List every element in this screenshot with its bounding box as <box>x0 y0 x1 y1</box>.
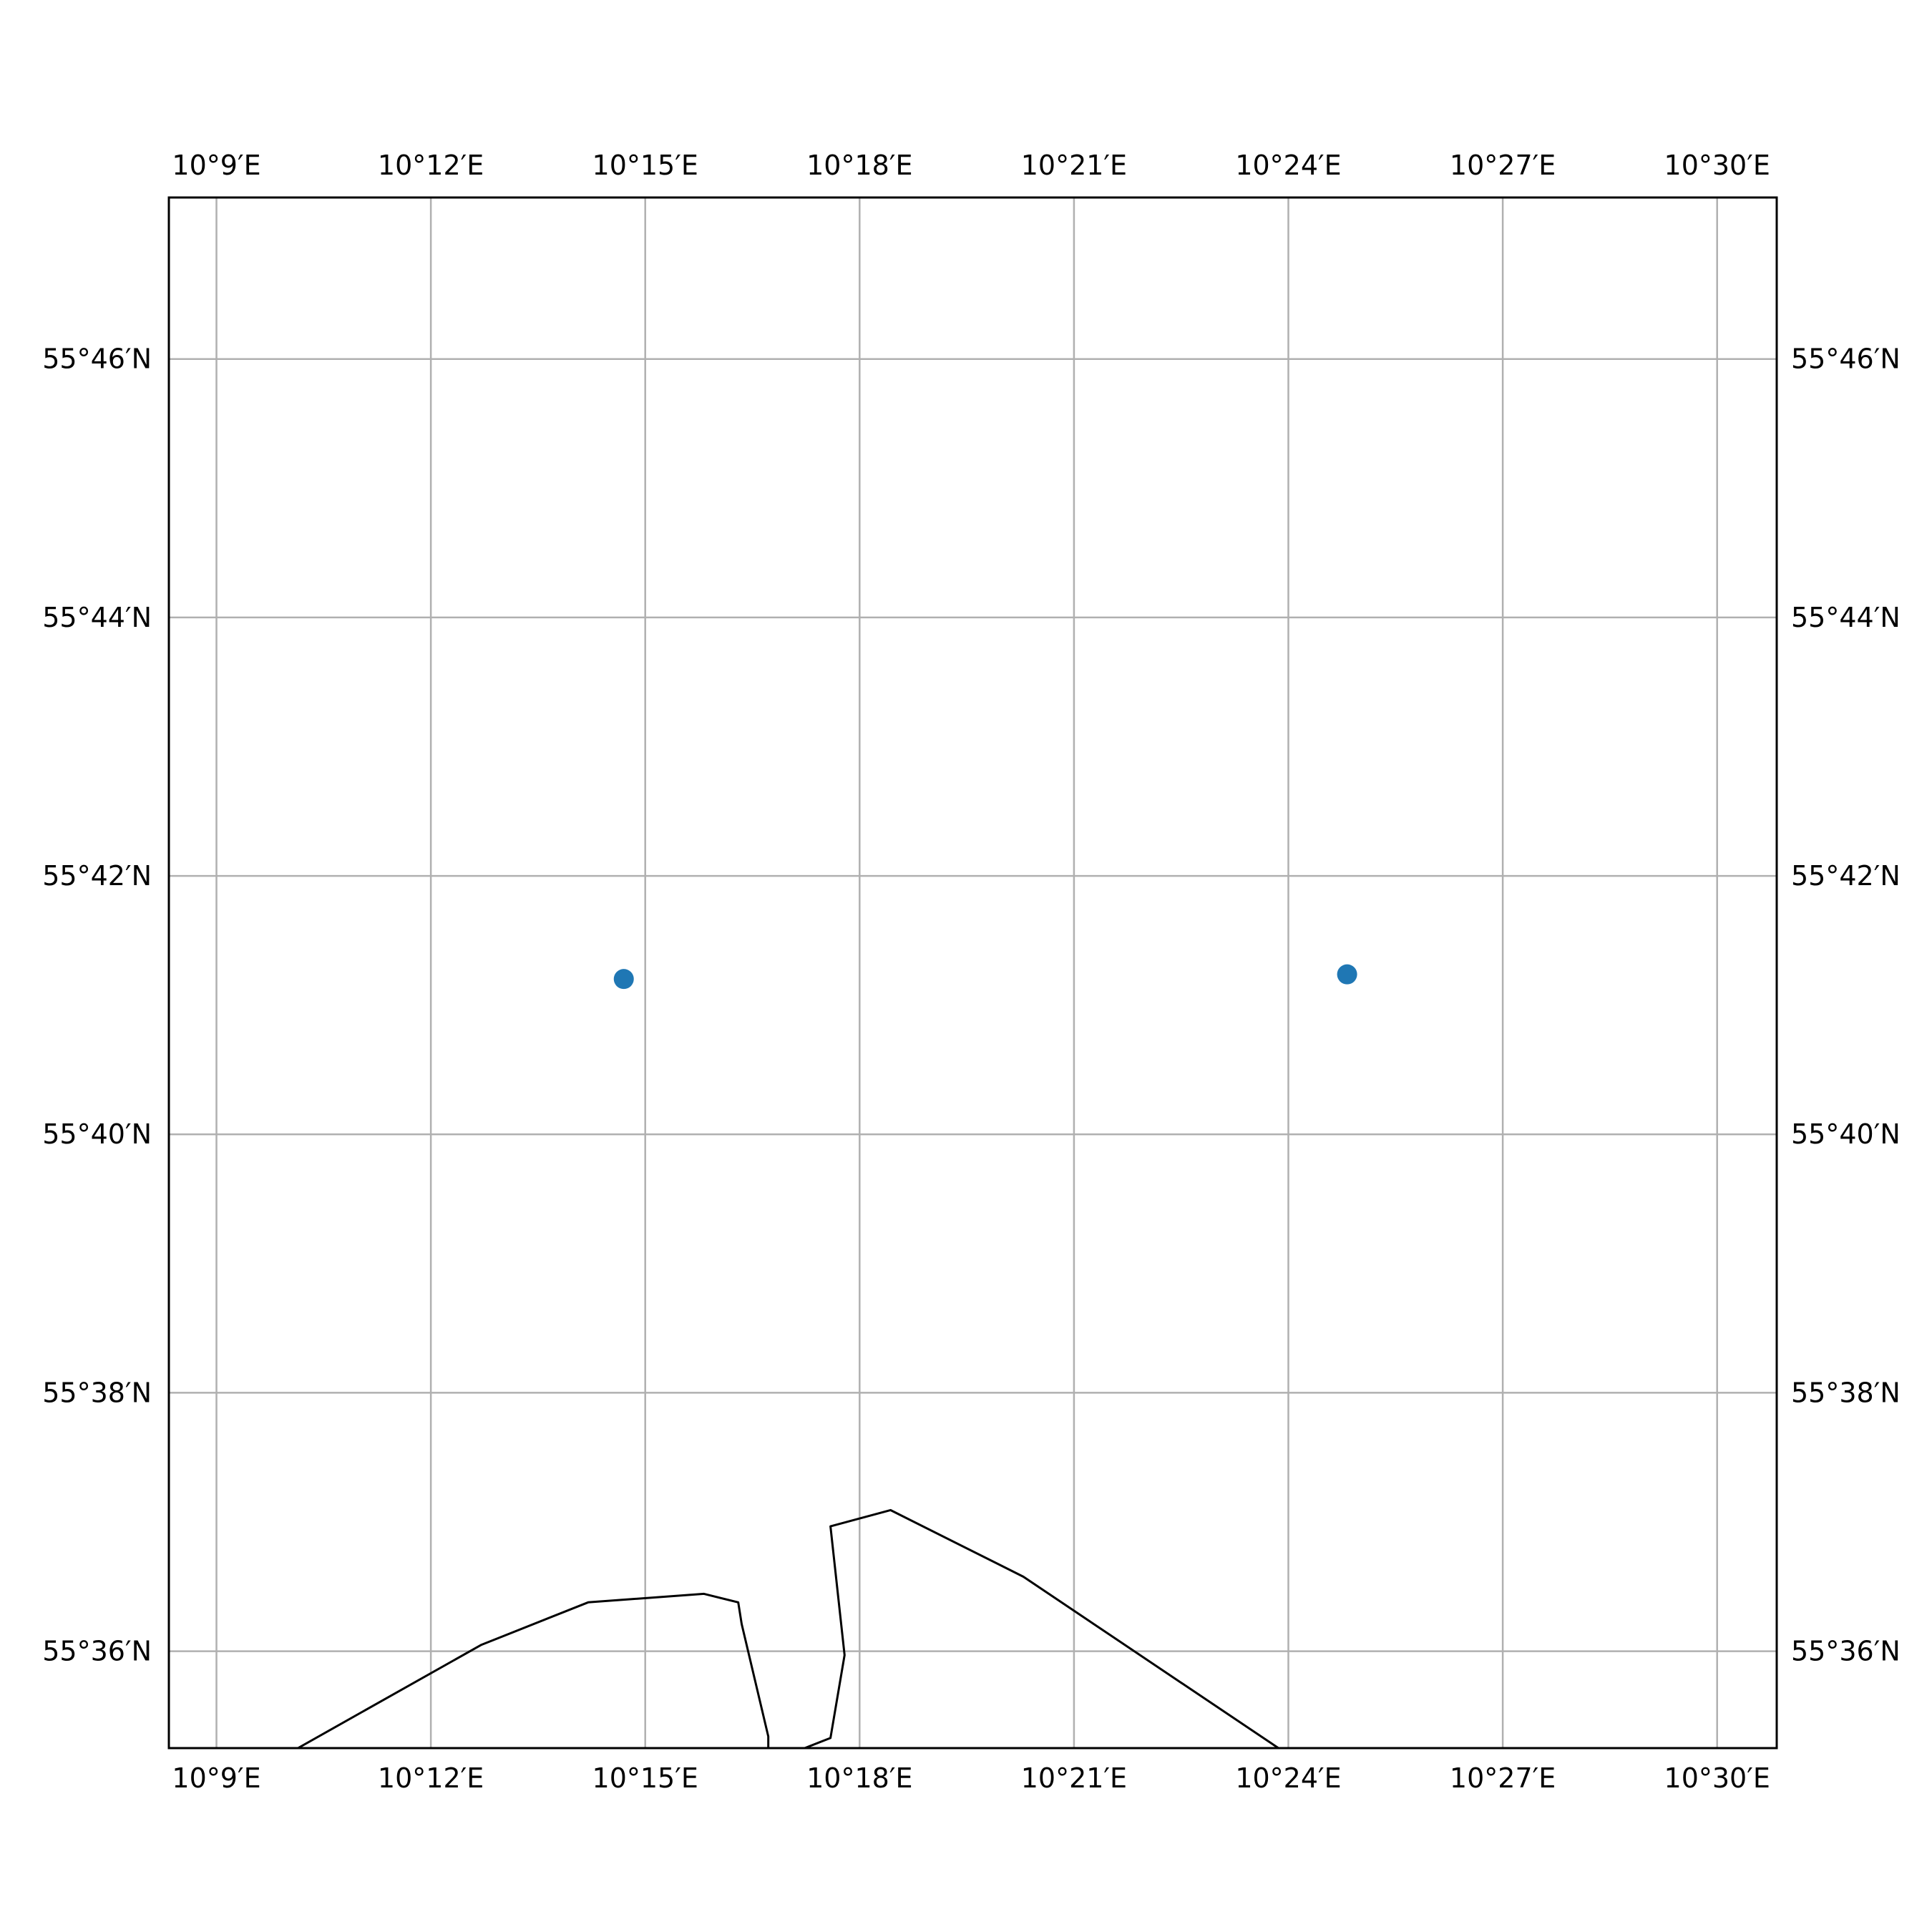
coastline <box>804 1508 1279 1748</box>
coastline-layer <box>297 1508 1279 1748</box>
points-layer <box>613 964 1357 990</box>
longitude-label-bottom: 10°15′E <box>592 1762 698 1794</box>
longitude-label-top: 10°24′E <box>1235 150 1341 181</box>
latitude-label-right: 55°38′N <box>1791 1377 1901 1408</box>
longitude-label-bottom: 10°9′E <box>172 1762 260 1794</box>
longitude-label-top: 10°15′E <box>592 150 698 181</box>
latitude-label-right: 55°40′N <box>1791 1118 1901 1150</box>
latitude-label-right: 55°44′N <box>1791 602 1901 633</box>
latitude-label-left: 55°44′N <box>42 602 152 633</box>
location-marker[interactable] <box>613 969 634 990</box>
longitude-label-bottom: 10°12′E <box>378 1762 484 1794</box>
latitude-label-right: 55°36′N <box>1791 1636 1901 1667</box>
longitude-label-top: 10°30′E <box>1664 150 1770 181</box>
longitude-label-bottom: 10°21′E <box>1021 1762 1127 1794</box>
longitude-label-top: 10°9′E <box>172 150 260 181</box>
longitude-label-bottom: 10°30′E <box>1664 1762 1770 1794</box>
latitude-label-left: 55°38′N <box>42 1377 152 1408</box>
longitude-label-bottom: 10°24′E <box>1235 1762 1341 1794</box>
location-marker[interactable] <box>1337 964 1357 985</box>
latitude-label-left: 55°40′N <box>42 1118 152 1150</box>
latitude-label-left: 55°42′N <box>42 860 152 892</box>
latitude-label-right: 55°46′N <box>1791 343 1901 375</box>
latitude-label-left: 55°46′N <box>42 343 152 375</box>
map-area[interactable] <box>167 196 1778 1750</box>
latitude-label-left: 55°36′N <box>42 1636 152 1667</box>
coastline <box>297 1592 770 1748</box>
longitude-label-top: 10°12′E <box>378 150 484 181</box>
gridlines <box>169 197 1777 1748</box>
longitude-label-top: 10°27′E <box>1450 150 1556 181</box>
map-frame <box>167 196 1778 1750</box>
longitude-label-bottom: 10°27′E <box>1450 1762 1556 1794</box>
map-background <box>169 197 1777 1748</box>
longitude-label-top: 10°18′E <box>806 150 912 181</box>
longitude-label-bottom: 10°18′E <box>806 1762 912 1794</box>
longitude-label-top: 10°21′E <box>1021 150 1127 181</box>
tick-labels: 10°9′E 10°9′E 10°12′E 10°12′E 10°15′E 10°15′E… <box>42 150 1901 1794</box>
latitude-label-right: 55°42′N <box>1791 860 1901 892</box>
